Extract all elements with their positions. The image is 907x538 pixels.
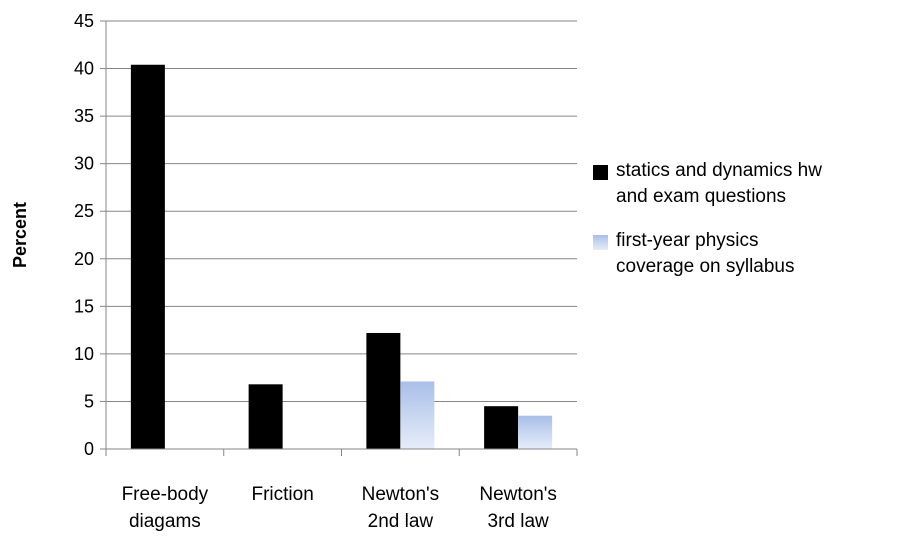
bar-statics-0 [130, 64, 165, 450]
x-category-label: Newton's [362, 484, 440, 505]
y-tick-label: 15 [74, 296, 94, 316]
y-tick-label: 30 [74, 154, 94, 174]
x-category-label: 2nd law [368, 511, 434, 532]
legend-label-statics-line-2: and exam questions [616, 186, 787, 207]
legend-item-statics: statics and dynamics hw and exam questio… [593, 158, 893, 210]
bar-physics-2 [400, 381, 435, 449]
legend-item-physics: first-year physics coverage on syllabus [593, 228, 893, 280]
x-category-label: Free-body [122, 484, 209, 505]
bars [130, 64, 553, 450]
y-tick-label: 20 [74, 249, 94, 269]
gridlines [106, 20, 577, 402]
y-tick-label: 25 [74, 201, 94, 221]
y-tick-label: 10 [74, 344, 94, 364]
legend-label-statics-line-1: statics and dynamics hw [616, 160, 822, 181]
x-category-label: 3rd law [488, 511, 550, 532]
y-tick-label: 35 [74, 106, 94, 126]
y-tick-label: 0 [84, 439, 94, 459]
bar-statics-3 [484, 406, 519, 449]
y-tick-label: 5 [84, 391, 94, 411]
legend-swatch-physics [593, 235, 608, 250]
bar-statics-2 [366, 332, 401, 449]
x-category-label: Friction [251, 484, 313, 505]
legend-label-physics-line-1: first-year physics [616, 230, 759, 251]
y-tick-label: 45 [74, 11, 94, 31]
y-axis-label: Percent [10, 202, 30, 268]
legend-label-physics-line-2: coverage on syllabus [616, 256, 795, 277]
axes: 0 5 10 15 20 25 30 35 40 45 Free-body diagams Fricti… [74, 11, 578, 532]
bar-statics-1 [248, 384, 283, 449]
legend-swatch-statics [593, 165, 608, 180]
y-tick-label: 40 [74, 59, 94, 79]
bar-physics-3 [518, 415, 553, 449]
x-category-label: diagams [129, 511, 201, 532]
x-category-label: Newton's [479, 484, 557, 505]
legend: statics and dynamics hw and exam questio… [593, 158, 893, 298]
